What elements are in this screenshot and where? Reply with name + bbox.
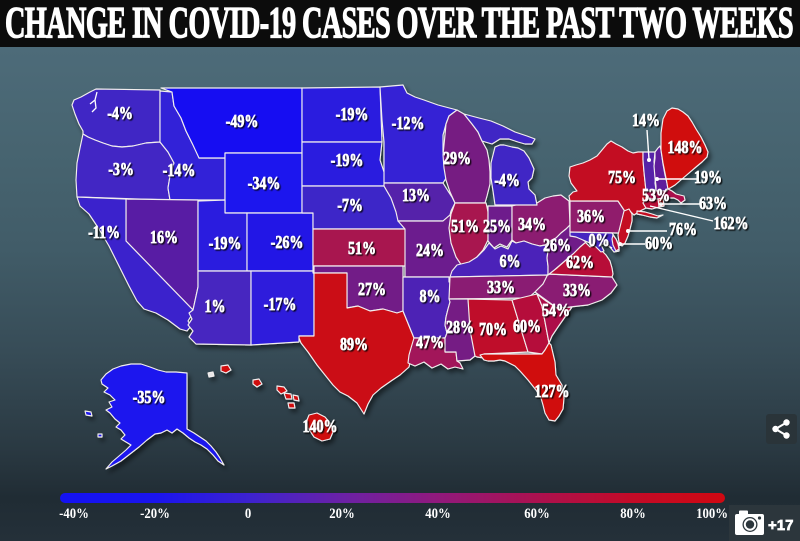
svg-text:-26%: -26% [271, 234, 304, 253]
svg-text:60%: 60% [513, 318, 541, 337]
svg-text:-12%: -12% [392, 115, 425, 134]
svg-text:+17: +17 [768, 517, 793, 534]
svg-text:27%: 27% [358, 281, 386, 300]
svg-text:-14%: -14% [163, 162, 196, 181]
svg-text:127%: 127% [535, 383, 570, 402]
svg-text:47%: 47% [416, 334, 444, 353]
svg-text:162%: 162% [714, 215, 749, 234]
svg-text:26%: 26% [543, 237, 571, 256]
svg-text:54%: 54% [542, 302, 570, 321]
svg-text:33%: 33% [487, 279, 515, 298]
svg-text:19%: 19% [694, 169, 722, 188]
svg-text:-11%: -11% [88, 224, 120, 243]
svg-text:-3%: -3% [108, 161, 134, 180]
svg-text:24%: 24% [416, 242, 444, 261]
svg-text:14%: 14% [632, 112, 660, 131]
svg-text:6%: 6% [500, 253, 521, 272]
svg-text:28%: 28% [446, 319, 474, 338]
svg-text:-34%: -34% [248, 175, 281, 194]
svg-text:-35%: -35% [133, 389, 166, 408]
svg-text:148%: 148% [668, 139, 703, 158]
svg-text:0%: 0% [589, 232, 610, 251]
svg-text:89%: 89% [340, 336, 368, 355]
svg-text:51%: 51% [451, 218, 479, 237]
svg-text:-17%: -17% [264, 296, 297, 315]
svg-text:1%: 1% [205, 298, 226, 317]
svg-text:-4%: -4% [107, 105, 133, 124]
svg-text:-49%: -49% [226, 113, 259, 132]
svg-text:-19%: -19% [209, 235, 242, 254]
svg-text:-7%: -7% [337, 197, 363, 216]
svg-text:8%: 8% [420, 288, 441, 307]
svg-text:62%: 62% [566, 254, 594, 273]
svg-text:34%: 34% [518, 216, 546, 235]
svg-text:29%: 29% [443, 150, 471, 169]
svg-text:36%: 36% [577, 208, 605, 227]
svg-text:-19%: -19% [331, 152, 364, 171]
svg-text:-19%: -19% [336, 106, 369, 125]
svg-text:51%: 51% [348, 240, 376, 259]
svg-text:60%: 60% [645, 235, 673, 254]
svg-text:140%: 140% [303, 418, 338, 437]
svg-text:53%: 53% [642, 187, 670, 206]
svg-text:76%: 76% [669, 221, 697, 240]
svg-text:25%: 25% [483, 218, 511, 237]
svg-text:70%: 70% [479, 321, 507, 340]
svg-text:63%: 63% [699, 195, 727, 214]
svg-text:13%: 13% [402, 187, 430, 206]
svg-text:75%: 75% [608, 169, 636, 188]
svg-text:16%: 16% [150, 229, 178, 248]
svg-text:-4%: -4% [494, 172, 520, 191]
svg-text:33%: 33% [563, 282, 591, 301]
